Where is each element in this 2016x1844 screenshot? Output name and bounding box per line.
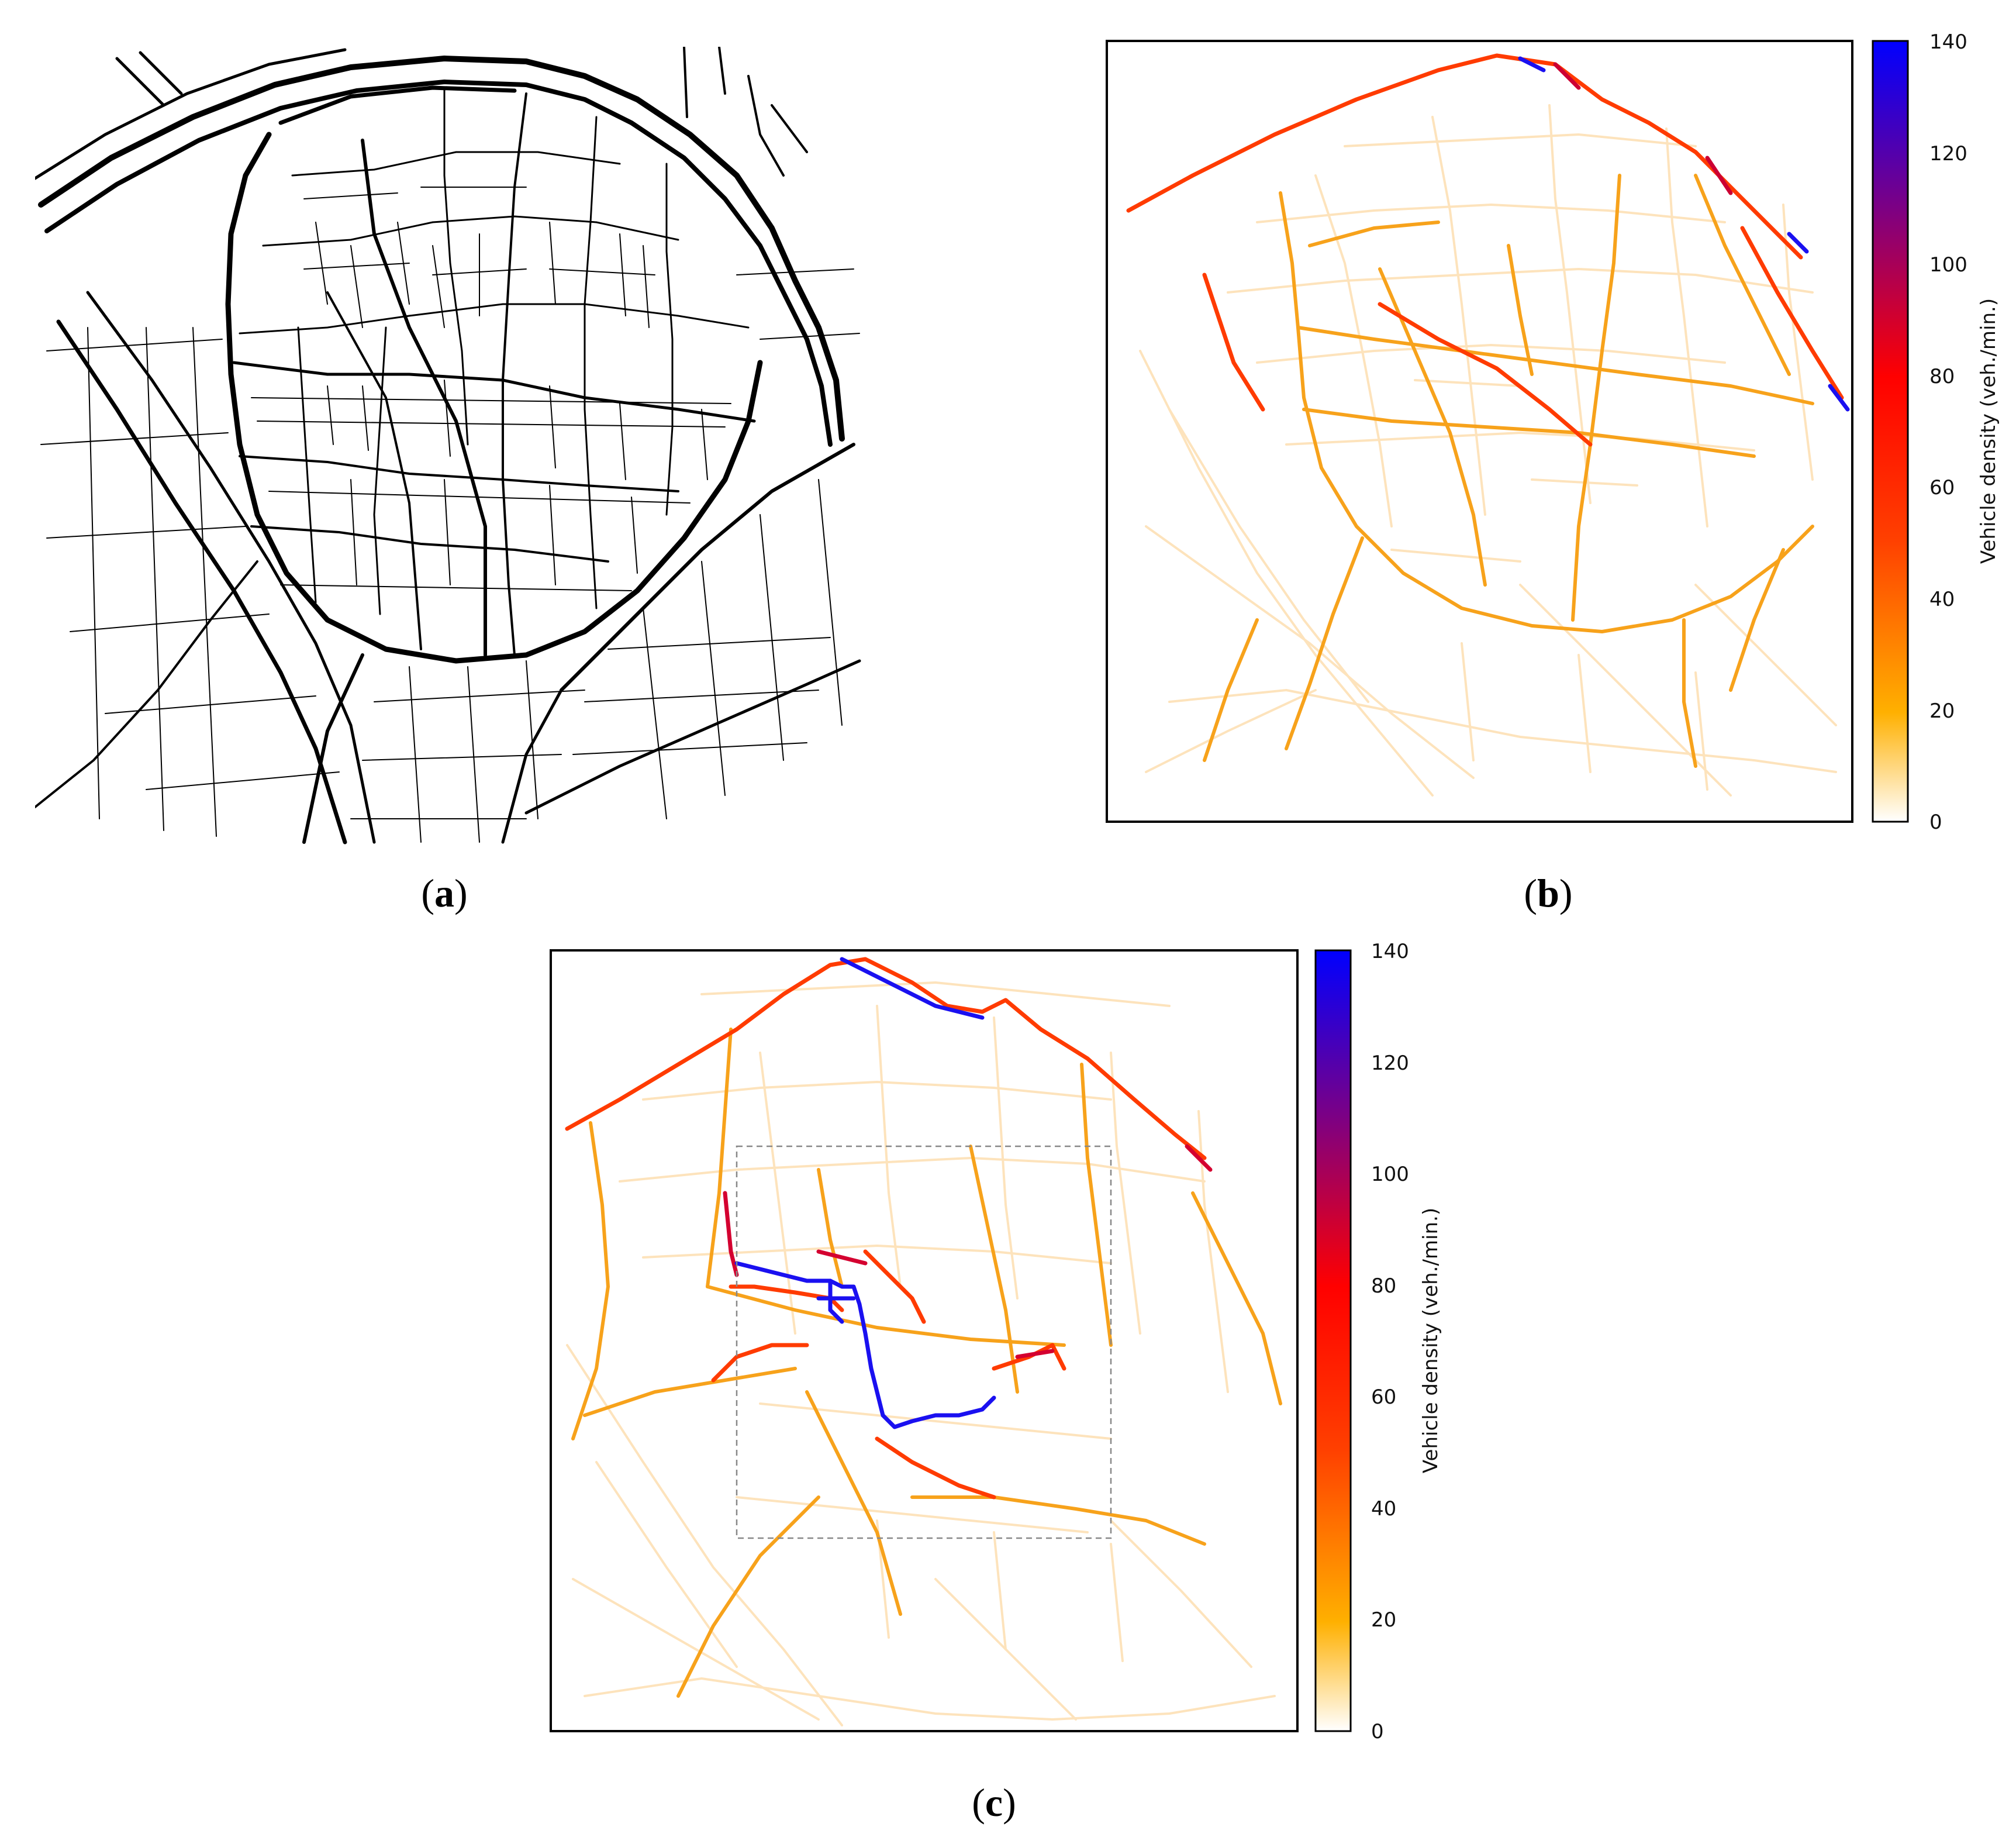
panel-letter-a: a [434,871,454,915]
colorbar-c-tick-80: 80 [1371,1274,1396,1298]
panel-label-a: (a) [421,871,467,915]
colorbar-c: 0 20 40 60 80 100 120 140 Vehicle densit… [1314,940,1442,1743]
density-map-b [1126,53,1850,797]
density-map-b-frame [1106,40,1853,823]
colorbar-b-gradient [1872,40,1909,823]
colorbar-b-tick-140: 140 [1929,30,1967,54]
colorbar-b-ticks: 0 20 40 60 80 100 120 140 [1929,30,1967,834]
colorbar-b-tick-40: 40 [1929,588,1955,611]
colorbar-b-tick-100: 100 [1929,253,1967,277]
panel-label-c: (c) [972,1780,1016,1825]
colorbar-c-tick-60: 60 [1371,1385,1396,1409]
road-network-map [35,47,861,845]
colorbar-b-tick-80: 80 [1929,365,1955,388]
panel-letter-c: c [985,1780,1003,1825]
colorbar-b-title: Vehicle density (veh./min.) [1977,298,2000,564]
panel-b: 0 20 40 60 80 100 120 140 Vehicle densit… [1106,30,2000,915]
panel-letter-b: b [1537,871,1559,915]
colorbar-b: 0 20 40 60 80 100 120 140 Vehicle densit… [1872,30,2000,834]
panel-a: (a) [35,47,861,915]
colorbar-c-tick-40: 40 [1371,1497,1396,1521]
colorbar-b-tick-0: 0 [1929,811,1942,834]
colorbar-b-tick-20: 20 [1929,699,1955,723]
colorbar-c-title: Vehicle density (veh./min.) [1419,1208,1442,1473]
colorbar-c-tick-0: 0 [1371,1720,1384,1743]
colorbar-c-tick-100: 100 [1371,1163,1409,1186]
colorbar-b-tick-60: 60 [1929,476,1955,499]
colorbar-c-gradient [1314,949,1352,1732]
colorbar-c-ticks: 0 20 40 60 80 100 120 140 [1371,940,1409,1743]
colorbar-c-tick-20: 20 [1371,1608,1396,1632]
density-map-c-frame [550,949,1299,1732]
panel-label-b: (b) [1524,871,1572,915]
colorbar-c-tick-120: 120 [1371,1052,1409,1075]
colorbar-b-tick-120: 120 [1929,142,1967,166]
density-map-c [565,957,1282,1726]
selection-box [736,1145,1112,1539]
panel-c: 0 20 40 60 80 100 120 140 Vehicle densit… [550,940,1442,1825]
colorbar-c-tick-140: 140 [1371,940,1409,963]
